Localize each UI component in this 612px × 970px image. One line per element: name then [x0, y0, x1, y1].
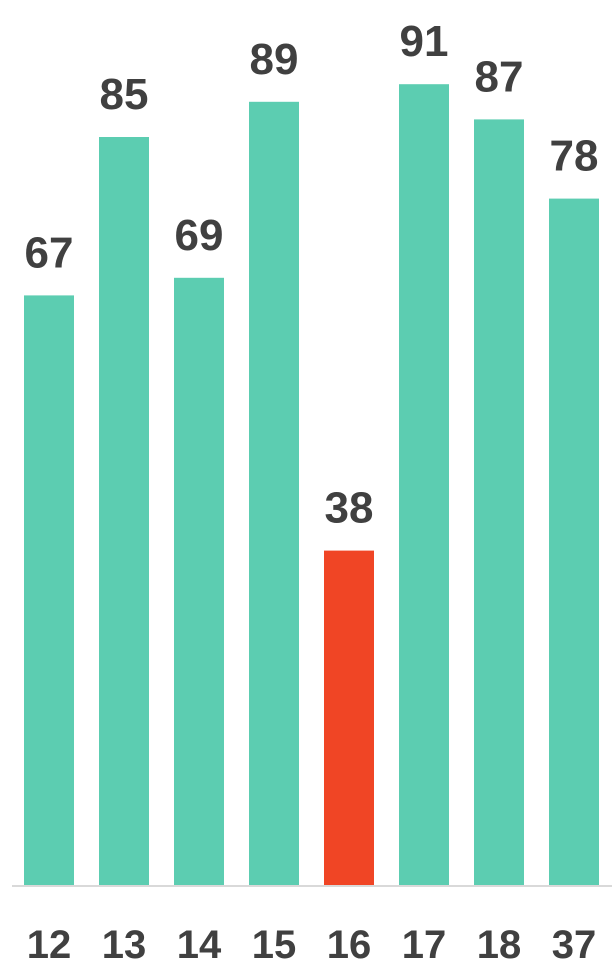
bar: [549, 198, 599, 886]
x-tick-label: 14: [177, 923, 222, 967]
data-label: 85: [100, 70, 149, 119]
data-label: 38: [325, 484, 374, 533]
bar: [249, 101, 299, 886]
data-label: 69: [175, 211, 224, 260]
bar: [99, 137, 149, 885]
bars-group: [24, 84, 599, 886]
data-label: 91: [400, 17, 449, 66]
x-tick-labels-group: 12 13 14 15 16 17 18 37: [27, 923, 597, 967]
x-tick-label: 37: [552, 923, 597, 967]
bar: [24, 295, 74, 885]
bar: [174, 277, 224, 885]
x-tick-label: 12: [27, 923, 72, 967]
bar: [399, 84, 449, 885]
data-label: 87: [475, 52, 524, 101]
x-tick-label: 15: [252, 923, 297, 967]
data-label: 78: [550, 132, 599, 181]
data-label: 89: [250, 35, 299, 84]
x-tick-label: 18: [477, 923, 522, 967]
data-label: 67: [25, 228, 74, 277]
bar: [474, 119, 524, 885]
x-tick-label: 13: [102, 923, 147, 967]
x-tick-label: 16: [327, 923, 372, 967]
data-labels-group: 67 85 69 89 38 91 87 78: [25, 17, 599, 532]
x-tick-label: 17: [402, 923, 447, 967]
bar-highlighted: [324, 550, 374, 885]
